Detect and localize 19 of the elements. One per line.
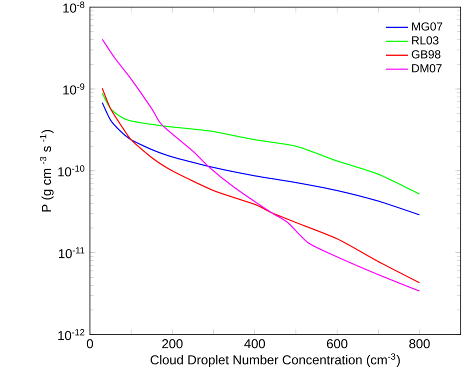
y-tick-label: 10$^{-8}$	[63, 2, 84, 13]
legend-label: RL03	[412, 36, 438, 45]
y-axis-title: P (g cm $^{-3}$ s $^{-1}$)	[40, 130, 54, 212]
y-tick-label: 10$^{-9}$	[63, 83, 84, 95]
line-series	[102, 102, 420, 216]
legend-label: GB98	[412, 50, 440, 58]
x-tick-label: 800	[409, 339, 430, 348]
x-tick-label: 600	[326, 339, 348, 348]
y-tick-label: 10$^{-11}$	[58, 247, 84, 258]
line-series	[102, 92, 420, 195]
line-series	[102, 88, 420, 284]
legend-label: MG07	[412, 22, 442, 31]
x-axis-title: Cloud Droplet Number Concentration (cm$^{-3}$)	[150, 353, 400, 367]
y-tick-label: 10$^{-12}$	[58, 329, 84, 340]
y-tick-label: 10$^{-10}$	[58, 165, 84, 176]
legend-label: DM07	[412, 64, 442, 72]
x-tick-label: 400	[244, 339, 265, 348]
x-tick-label: 0	[86, 339, 94, 348]
x-tick-label: 200	[162, 339, 183, 348]
